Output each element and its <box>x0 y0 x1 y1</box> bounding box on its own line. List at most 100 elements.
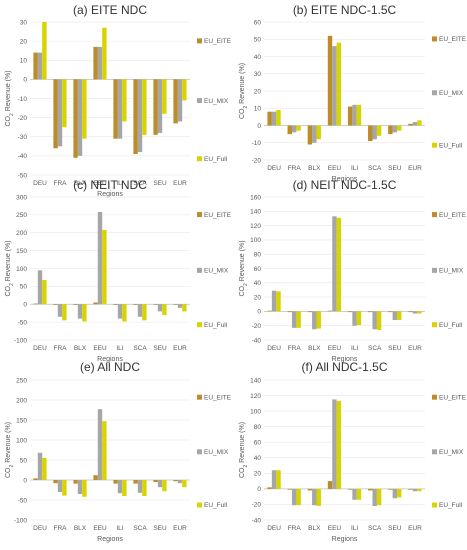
y-tick-label: 10 <box>254 106 262 113</box>
x-tick-label: ILI <box>351 165 358 172</box>
legend-swatch <box>432 502 437 508</box>
bar-eu-full-deu <box>276 470 281 489</box>
y-tick-label: -100 <box>14 337 27 344</box>
bar-eu-full-eur <box>182 480 187 488</box>
y-tick-label: 0 <box>23 77 27 84</box>
chart-panel-4: (d) NEIT NDC-1.5C -40 -20 0 20 40 60 80 100 120 14… <box>239 178 467 363</box>
bar-eu-full-fra <box>296 488 301 506</box>
bar-eu-mix-deu <box>37 270 43 305</box>
y-tick-label: 60 <box>254 19 262 26</box>
bar-eu-full-eeu <box>102 27 107 80</box>
y-tick-label: -50 <box>18 319 28 326</box>
bar-eu-full-sca <box>142 79 147 135</box>
y-tick-label: 20 <box>254 471 262 478</box>
y-tick-label: -20 <box>252 323 262 330</box>
bar-eu-mix-ili <box>117 79 123 139</box>
bar-eu-eite-deu <box>267 310 272 312</box>
x-tick-label: SEU <box>153 180 167 187</box>
y-tick-label: 100 <box>16 266 27 273</box>
legend-swatch <box>197 502 202 508</box>
bar-eu-full-sca <box>376 311 382 330</box>
x-tick-label: SEU <box>388 345 402 352</box>
y-tick-label: 60 <box>254 440 262 447</box>
y-tick-label: 50 <box>254 37 262 44</box>
bar-eu-eite-sca <box>133 480 138 484</box>
chart-title: (b) EITE NDC-1.5C <box>293 3 397 17</box>
x-tick-label: BLX <box>308 165 321 172</box>
bar-eu-full-deu <box>276 109 281 126</box>
y-tick-label: 300 <box>16 194 27 201</box>
x-tick-label: SCA <box>368 345 382 352</box>
bar-eu-mix-fra <box>291 311 297 328</box>
bar-eu-mix-blx <box>312 125 317 143</box>
bar-eu-eite-eur <box>408 311 413 313</box>
x-tick-label: ILI <box>116 180 123 187</box>
legend-label: EU_Full <box>439 322 463 329</box>
legend-label: EU_MIX <box>204 98 229 105</box>
y-tick-label: 160 <box>250 194 261 201</box>
chart-panel-3: (c) NEIT NDC -100 -50 0 50 100 150 200 250 300 CO2… <box>5 178 232 363</box>
bar-eu-eite-fra <box>53 79 58 149</box>
bar-eu-eite-deu <box>33 52 38 80</box>
bar-eu-eite-sca <box>133 79 138 154</box>
legend-swatch <box>432 212 437 218</box>
bar-eu-full-eur <box>182 79 187 101</box>
y-tick-label: 40 <box>254 455 262 462</box>
bar-eu-mix-seu <box>392 125 398 133</box>
y-tick-label: 30 <box>20 19 28 26</box>
bar-eu-eite-fra <box>53 480 58 484</box>
legend-swatch <box>197 98 202 104</box>
x-tick-label: DEU <box>33 525 47 532</box>
bar-eu-eite-deu <box>33 478 38 480</box>
chart-panel-1: (a) EITE NDC -50 -40 -30 -20 -10 0 10 20 30 CO2 Re… <box>5 3 232 198</box>
x-tick-label: EUR <box>173 345 187 352</box>
x-tick-label: SCA <box>368 165 382 172</box>
bar-eu-full-fra <box>62 304 67 321</box>
bar-eu-full-blx <box>316 125 321 140</box>
legend-swatch <box>197 156 202 162</box>
bar-eu-eite-sca <box>368 125 373 142</box>
x-tick-label: FRA <box>54 180 68 187</box>
bar-eu-full-eeu <box>102 229 107 305</box>
x-tick-label: EEU <box>328 165 342 172</box>
bar-eu-mix-ili <box>117 480 123 494</box>
bar-eu-mix-deu <box>271 290 277 312</box>
x-tick-label: ILI <box>116 525 123 532</box>
bar-eu-mix-sca <box>137 304 143 317</box>
bar-eu-mix-deu <box>37 52 43 80</box>
chart-title: (d) NEIT NDC-1.5C <box>293 178 397 192</box>
x-tick-label: BLX <box>308 345 321 352</box>
bar-eu-full-eeu <box>336 42 342 126</box>
x-tick-label: SCA <box>368 525 382 532</box>
chart-title: (e) All NDC <box>80 360 140 374</box>
x-tick-label: FRA <box>288 165 302 172</box>
bar-eu-eite-seu <box>153 480 158 482</box>
bar-eu-eite-blx <box>73 480 78 484</box>
bar-eu-mix-seu <box>157 79 163 133</box>
y-axis-label: CO2 Revenue (%) <box>5 70 15 126</box>
y-tick-label: -50 <box>18 172 28 179</box>
bar-eu-mix-eeu <box>332 216 337 312</box>
bar-eu-eite-fra <box>287 311 292 313</box>
legend-swatch <box>432 322 437 328</box>
bar-eu-mix-eur <box>177 480 183 484</box>
y-tick-label: -20 <box>18 115 28 122</box>
legend-label: EU_EITE <box>204 394 232 401</box>
y-tick-label: -40 <box>252 517 262 524</box>
y-tick-label: -50 <box>18 497 28 504</box>
legend-label: EU_MIX <box>204 449 229 456</box>
bar-eu-mix-seu <box>157 480 163 488</box>
legend-swatch <box>432 449 437 455</box>
bar-eu-mix-sca <box>137 79 143 153</box>
chart-title: (c) NEIT NDC <box>73 178 147 192</box>
bar-eu-eite-fra <box>287 125 292 135</box>
bar-eu-eite-fra <box>287 488 292 490</box>
chart-panel-2: (b) EITE NDC-1.5C -20 -10 0 10 20 30 40 50 60 CO2 … <box>239 3 467 183</box>
bar-eu-mix-fra <box>57 79 63 147</box>
bar-eu-eite-eur <box>173 79 178 124</box>
bar-eu-eite-seu <box>388 311 393 313</box>
bar-eu-full-ili <box>122 79 127 122</box>
bar-eu-mix-sca <box>372 488 377 506</box>
bar-eu-mix-ili <box>352 488 357 500</box>
legend-label: EU_MIX <box>439 268 464 275</box>
